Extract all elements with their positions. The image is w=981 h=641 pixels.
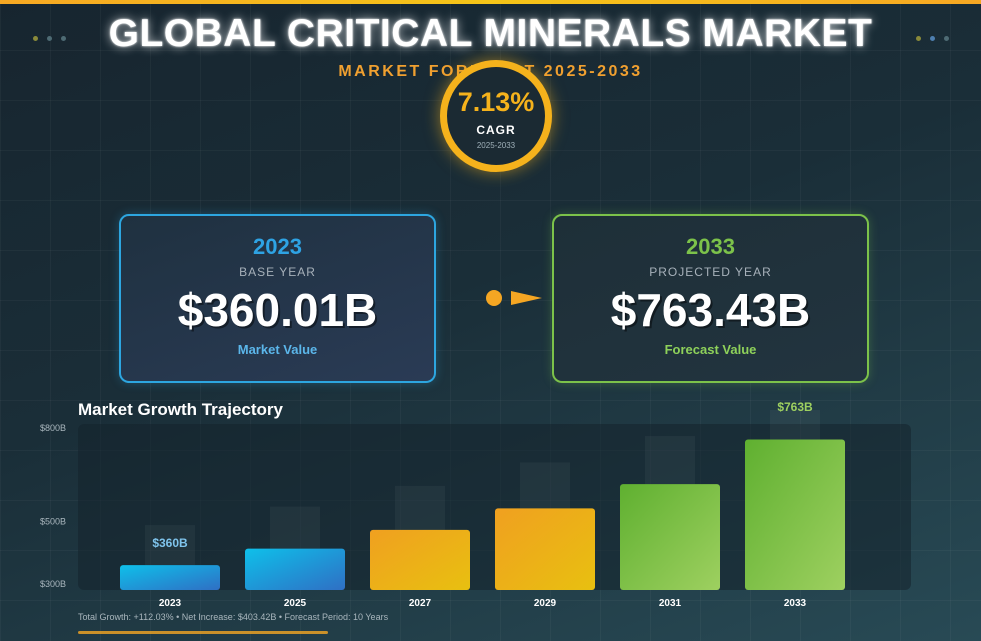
bar-shadow-column <box>645 436 695 485</box>
base-caption: Market Value <box>237 342 318 357</box>
x-tick-label: 2033 <box>784 598 807 609</box>
x-tick-label: 2029 <box>534 598 557 609</box>
bar-2029 <box>495 508 595 590</box>
page-title: GLOBAL CRITICAL MINERALS MARKET <box>108 12 873 55</box>
projected-year: 2033 <box>686 234 735 259</box>
projected-year-label: PROJECTED YEAR <box>649 265 772 279</box>
cagr-label: CAGR <box>476 123 516 137</box>
base-year-label: BASE YEAR <box>239 265 316 279</box>
data-label: $763B <box>777 400 813 414</box>
y-tick-label: $800B <box>40 423 66 433</box>
data-label: $360B <box>152 536 188 550</box>
projected-market-value: $763.43B <box>610 284 811 336</box>
x-tick-label: 2031 <box>659 598 682 609</box>
chart-footer-summary: Total Growth: +112.03% • Net Increase: $… <box>78 612 389 622</box>
x-tick-label: 2027 <box>409 598 432 609</box>
bar-shadow-column <box>270 506 320 549</box>
decorative-dots-right <box>916 36 949 41</box>
bar-2033 <box>745 439 845 590</box>
chart-title: Market Growth Trajectory <box>78 400 284 419</box>
arrow-right-icon <box>511 291 542 305</box>
projected-year-card: 2033 PROJECTED YEAR $763.43B Forecast Va… <box>552 214 869 383</box>
bar-shadow-column <box>520 462 570 509</box>
x-tick-label: 2025 <box>284 598 307 609</box>
bar-2031 <box>620 484 720 590</box>
bar-2025 <box>245 548 345 590</box>
cagr-value: 7.13% <box>457 87 535 117</box>
bar-2027 <box>370 529 470 590</box>
base-market-value: $360.01B <box>177 284 378 336</box>
top-accent-bar <box>0 0 981 4</box>
footer-accent-line <box>78 631 328 634</box>
decorative-dots-left <box>33 36 66 41</box>
base-year-card: 2023 BASE YEAR $360.01B Market Value <box>119 214 436 383</box>
bar-2023 <box>120 565 220 590</box>
arrow-dot-icon <box>486 290 502 306</box>
base-year: 2023 <box>253 234 302 259</box>
x-tick-label: 2023 <box>159 598 182 609</box>
bar-shadow-column <box>770 410 820 440</box>
cagr-badge: 7.13% CAGR 2025-2033 <box>440 60 552 172</box>
y-tick-label: $300B <box>40 579 66 589</box>
projected-caption: Forecast Value <box>664 342 757 357</box>
y-tick-label: $500B <box>40 516 66 526</box>
bar-shadow-column <box>395 485 445 530</box>
bar-shadow-column <box>145 525 195 566</box>
cagr-period: 2025-2033 <box>476 141 516 150</box>
